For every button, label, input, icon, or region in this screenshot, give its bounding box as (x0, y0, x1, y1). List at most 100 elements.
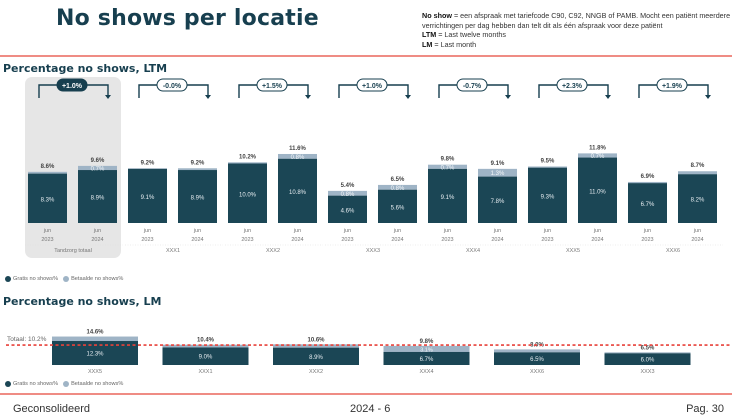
total-value-label: 11.8% (589, 145, 606, 151)
gratis-value-label: 7.8% (491, 199, 505, 205)
x-tick-year: 2023 (441, 237, 453, 243)
x-tick-label: XXX4 (419, 369, 433, 375)
group-label: XXX4 (466, 248, 480, 254)
delta-badge (356, 78, 388, 92)
lm-chart: 12.3% 14.6% XXX5 9.0% 10.4% XXX1 8.9% 10.6% XXX2… (6, 330, 732, 375)
betaalde-bar (273, 344, 359, 348)
definition-term: LM (422, 39, 433, 49)
x-tick-month: jun (543, 228, 551, 234)
x-tick-label: XXX2 (309, 369, 323, 375)
gratis-bar (383, 351, 470, 365)
total-value-label: 9.5% (541, 158, 555, 164)
total-value-label: 9.8% (420, 339, 434, 345)
delta-arrow-icon (405, 95, 411, 99)
total-value-label: 10.4% (197, 338, 215, 344)
definition-term: LTM (422, 30, 437, 40)
delta-arrow-icon (505, 95, 511, 99)
total-value-label: 10.6% (307, 337, 325, 343)
x-tick-label: XXX5 (88, 369, 102, 375)
group-label: XXX2 (266, 248, 280, 254)
gratis-value-label: 9.3% (541, 194, 555, 200)
definition-text: = Last month (432, 39, 477, 49)
x-tick-month: jun (693, 228, 701, 234)
definition-term: No show (422, 11, 452, 20)
gratis-value-label: 8.3% (41, 197, 55, 203)
delta-arrow-icon (705, 95, 711, 99)
group-label: XXX6 (666, 248, 680, 254)
betaalde-value-label: 0.7% (91, 166, 105, 172)
gratis-value-label: 9.0% (199, 355, 213, 361)
x-tick-label: XXX1 (198, 369, 212, 375)
delta-arrow-icon (205, 95, 211, 99)
total-value-label: 9.1% (491, 161, 505, 167)
x-tick-year: 2023 (541, 237, 553, 243)
ltm-legend: Gratis no shows% Betaalde no shows% (5, 276, 123, 282)
lm-legend: Gratis no shows% Betaalde no shows% (5, 381, 123, 387)
betaalde-bar (578, 153, 617, 158)
betaalde-value-label: 0.8% (391, 186, 405, 192)
definition-lm: LM = Last month (422, 40, 732, 50)
x-tick-month: jun (343, 228, 351, 234)
gratis-value-label: 11.0% (589, 189, 606, 195)
x-tick-month: jun (443, 228, 451, 234)
gratis-bar (52, 341, 138, 365)
betaalde-bar (678, 171, 717, 175)
total-value-label: 6.5% (641, 345, 655, 351)
delta-label: +1.0% (362, 83, 383, 90)
delta-badge (56, 78, 88, 92)
footer-page-number: Pag. 30 (686, 403, 724, 415)
group-label: XXX5 (566, 248, 580, 254)
legend-gratis-swatch (5, 381, 11, 387)
lm-chart-title: Percentage no shows, LM (3, 295, 162, 308)
x-tick-year: 2024 (91, 237, 103, 243)
ltm-chart: +1.0% 8.3% 8.6% jun 2023 8.9% 0.7% 9.6% jun 2024 T… (25, 77, 723, 258)
gratis-bar (178, 170, 217, 223)
gratis-value-label: 9.1% (441, 195, 455, 201)
legend-gratis-swatch (5, 276, 11, 282)
definition-ltm: LTM = Last twelve months (422, 30, 732, 40)
x-tick-year: 2023 (241, 237, 253, 243)
total-value-label: 9.8% (441, 157, 455, 163)
delta-label: -0.7% (463, 83, 482, 90)
x-tick-year: 2024 (191, 237, 203, 243)
legend-gratis-label: Gratis no shows% (13, 276, 59, 282)
definition-text: = Last twelve months (436, 30, 506, 40)
x-tick-month: jun (143, 228, 151, 234)
delta-arrow-icon (305, 95, 311, 99)
gratis-bar (428, 168, 467, 223)
betaalde-bar (328, 190, 367, 196)
x-tick-month: jun (643, 228, 651, 234)
betaalde-value-label: 0.7% (441, 165, 455, 171)
gratis-value-label: 9.1% (141, 195, 155, 201)
group-label: Tandzorg totaal (54, 248, 92, 254)
betaalde-bar (52, 336, 138, 342)
delta-arrow-icon (105, 95, 111, 99)
x-tick-year: 2023 (141, 237, 153, 243)
betaalde-bar (628, 181, 667, 184)
x-tick-label: XXX6 (530, 369, 544, 375)
betaalde-bar (128, 168, 167, 169)
gratis-value-label: 8.9% (309, 355, 323, 361)
delta-label: +1.9% (662, 83, 683, 90)
betaalde-value-label: 0.8% (291, 155, 305, 161)
betaalde-bar (28, 171, 67, 174)
legend-betaalde-label: Betaalde no shows% (71, 381, 124, 387)
x-tick-month: jun (243, 228, 251, 234)
betaalde-bar (278, 153, 317, 159)
x-tick-year: 2024 (591, 237, 603, 243)
x-tick-month: jun (193, 228, 201, 234)
x-tick-year: 2023 (41, 237, 53, 243)
total-value-label: 6.5% (391, 177, 405, 183)
gratis-bar (478, 176, 517, 223)
delta-badge (156, 78, 188, 92)
x-tick-month: jun (493, 228, 501, 234)
total-value-label: 8.6% (41, 164, 55, 170)
gratis-bar (604, 353, 691, 365)
gratis-bar (628, 183, 667, 223)
total-value-label: 5.4% (341, 183, 355, 189)
x-tick-label: XXX3 (640, 369, 654, 375)
delta-arrow-icon (605, 95, 611, 99)
gratis-value-label: 8.9% (91, 196, 105, 202)
ltm-chart-title: Percentage no shows, LTM (3, 62, 168, 75)
x-tick-year: 2024 (291, 237, 303, 243)
